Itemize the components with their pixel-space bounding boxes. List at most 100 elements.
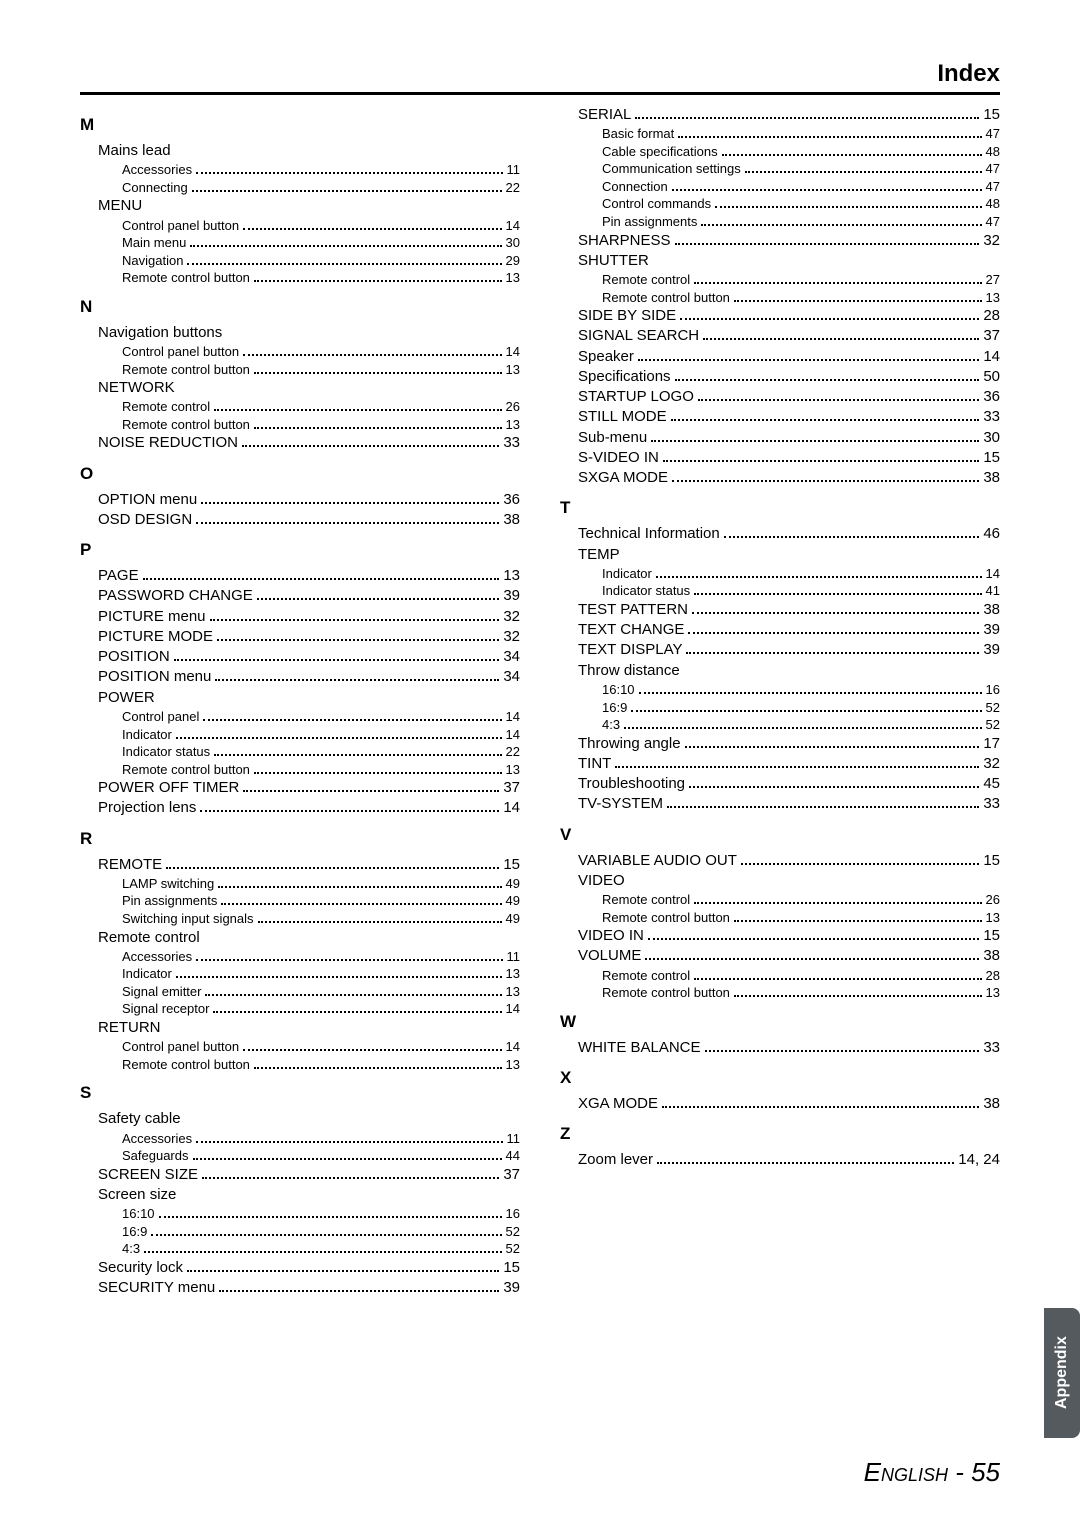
- index-entry-page: 52: [986, 699, 1000, 717]
- index-entry-page: 26: [506, 398, 520, 416]
- index-entry-label: Indicator: [122, 965, 172, 983]
- index-letter: N: [80, 297, 520, 317]
- index-entry-page: 47: [986, 125, 1000, 143]
- index-entry: OSD DESIGN38: [98, 510, 520, 530]
- index-entry-label: STARTUP LOGO: [578, 387, 694, 407]
- index-entry: Remote control button13: [122, 416, 520, 434]
- index-entry-label: Remote control button: [122, 761, 250, 779]
- index-entry: PICTURE MODE32: [98, 627, 520, 647]
- index-entry: NOISE REDUCTION33: [98, 433, 520, 453]
- dot-leader: [645, 950, 979, 961]
- index-entry-label: SIDE BY SIDE: [578, 306, 676, 326]
- index-entry-label: LAMP switching: [122, 875, 214, 893]
- index-entry-label: SCREEN SIZE: [98, 1165, 198, 1185]
- dot-leader: [734, 913, 982, 922]
- index-entry-page: 34: [503, 667, 520, 687]
- index-entry-label: Throwing angle: [578, 734, 681, 754]
- index-entry-label: TEST PATTERN: [578, 600, 688, 620]
- dot-leader: [215, 671, 499, 682]
- index-entry-page: 50: [983, 367, 1000, 387]
- index-entry-label: Remote control: [602, 271, 690, 289]
- index-entry: Basic format47: [602, 125, 1000, 143]
- index-entry-page: 14: [983, 347, 1000, 367]
- right-column: SERIAL15Basic format47Cable specificatio…: [560, 105, 1000, 1298]
- index-entry-label: TINT: [578, 754, 611, 774]
- index-entry-page: 52: [506, 1223, 520, 1241]
- index-entry-label: STILL MODE: [578, 407, 667, 427]
- dot-leader: [689, 778, 979, 789]
- dot-leader: [671, 411, 980, 422]
- index-entry: REMOTE15: [98, 855, 520, 875]
- index-entry-label: VIDEO: [578, 871, 625, 891]
- page-title: Index: [80, 60, 1000, 95]
- index-entry-page: 33: [983, 1038, 1000, 1058]
- index-entry: Control panel button14: [122, 343, 520, 361]
- index-entry-page: 13: [506, 965, 520, 983]
- dot-leader: [254, 1060, 502, 1069]
- index-entry-label: Indicator: [602, 565, 652, 583]
- index-entry: Connecting22: [122, 179, 520, 197]
- index-entry-page: 15: [983, 926, 1000, 946]
- index-entry-page: 22: [506, 743, 520, 761]
- index-entry-page: 30: [506, 234, 520, 252]
- index-entry: TEST PATTERN38: [578, 600, 1000, 620]
- index-entry-page: 28: [983, 306, 1000, 326]
- dot-leader: [196, 165, 502, 174]
- index-entry: Specifications 50: [578, 367, 1000, 387]
- dot-leader: [203, 712, 501, 721]
- index-entry-label: Indicator status: [602, 582, 690, 600]
- index-entry-page: 38: [983, 946, 1000, 966]
- index-entry: Remote control26: [602, 891, 1000, 909]
- dot-leader: [685, 737, 980, 748]
- dot-leader: [254, 273, 502, 282]
- index-entry-page: 11: [507, 161, 521, 179]
- index-entry-page: 16: [506, 1205, 520, 1223]
- index-entry-page: 47: [986, 213, 1000, 231]
- index-entry: SCREEN SIZE37: [98, 1165, 520, 1185]
- dot-leader: [667, 798, 979, 809]
- dot-leader: [144, 1244, 501, 1253]
- dot-leader: [741, 854, 979, 865]
- index-entry-label: Switching input signals: [122, 910, 254, 928]
- index-letter: V: [560, 825, 1000, 845]
- index-entry-label: MENU: [98, 196, 142, 216]
- index-entry-label: OPTION menu: [98, 490, 197, 510]
- dot-leader: [243, 221, 501, 230]
- index-entry-page: 13: [506, 269, 520, 287]
- index-entry-label: 16:9: [122, 1223, 147, 1241]
- index-letter: R: [80, 829, 520, 849]
- dot-leader: [243, 1042, 501, 1051]
- index-entry: Control panel button14: [122, 217, 520, 235]
- index-entry-label: Remote control: [122, 398, 210, 416]
- dot-leader: [694, 895, 981, 904]
- index-entry-page: 13: [506, 361, 520, 379]
- index-entry: Remote control27: [602, 271, 1000, 289]
- index-entry-label: Communication settings: [602, 160, 741, 178]
- index-entry: Projection lens14: [98, 798, 520, 818]
- index-entry: NETWORK: [98, 378, 520, 398]
- index-entry-label: Navigation buttons: [98, 323, 222, 343]
- index-entry-label: Throw distance: [578, 661, 680, 681]
- index-entry-label: POWER: [98, 688, 155, 708]
- index-entry: SHARPNESS32: [578, 231, 1000, 251]
- index-entry-label: Remote control: [602, 967, 690, 985]
- dot-leader: [174, 651, 500, 662]
- index-entry-label: SECURITY menu: [98, 1278, 215, 1298]
- index-entry-label: Remote control button: [602, 289, 730, 307]
- dot-leader: [254, 420, 502, 429]
- index-entry: Throw distance: [578, 661, 1000, 681]
- index-entry-label: Remote control button: [122, 269, 250, 287]
- index-entry: SERIAL15: [578, 105, 1000, 125]
- dot-leader: [703, 330, 979, 341]
- dot-leader: [722, 147, 982, 156]
- index-entry: Security lock15: [98, 1258, 520, 1278]
- index-entry-label: Remote control button: [122, 416, 250, 434]
- index-entry-label: Specifications: [578, 367, 671, 387]
- index-entry-label: Control panel button: [122, 217, 239, 235]
- index-entry: Mains lead: [98, 141, 520, 161]
- index-entry-page: 13: [506, 1056, 520, 1074]
- index-entry-label: Zoom lever: [578, 1150, 653, 1170]
- index-entry: Communication settings47: [602, 160, 1000, 178]
- index-entry: Pin assignments49: [122, 892, 520, 910]
- index-entry-label: TEXT CHANGE: [578, 620, 684, 640]
